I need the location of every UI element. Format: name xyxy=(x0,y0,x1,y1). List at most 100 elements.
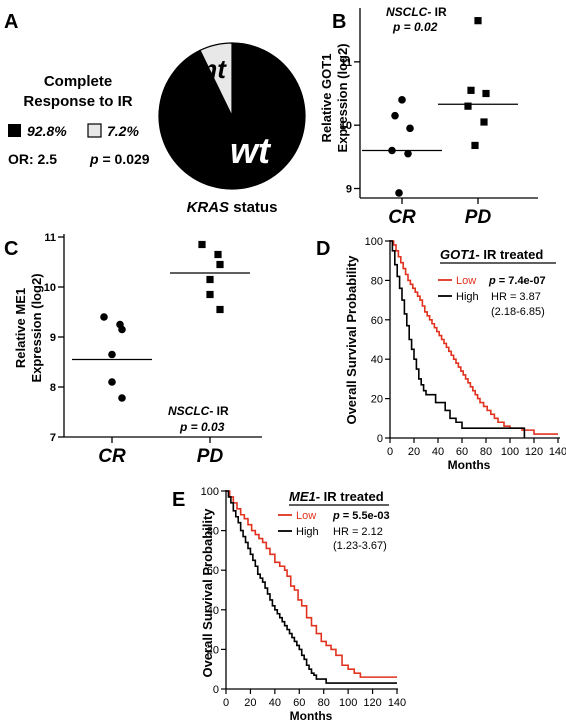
km-curve-low xyxy=(390,240,558,435)
data-point xyxy=(480,118,488,126)
panel-b-annot-rest: - IR xyxy=(427,5,447,19)
legend-black-pct: 92.8% xyxy=(27,123,67,139)
y-tick-label: 40 xyxy=(371,354,383,366)
data-point xyxy=(198,240,206,249)
x-tick-label: 20 xyxy=(244,697,256,709)
panel-a: A Complete Response to IR 92.8% 7.2% OR:… xyxy=(4,11,306,216)
y-tick-label: 9 xyxy=(50,332,56,344)
x-tick-label: 0 xyxy=(223,697,229,709)
data-point xyxy=(464,102,472,110)
pie-mt-label: mt xyxy=(194,54,227,84)
panel-d-legend-high: High xyxy=(456,291,479,303)
panel-c-ylabel-line1: Relative ME1 xyxy=(13,288,28,368)
y-tick-label: 80 xyxy=(207,526,219,538)
panel-b-plot: 9 10 11 CR PD xyxy=(340,17,518,228)
data-point xyxy=(118,394,126,402)
panel-e-legend-low: Low xyxy=(296,510,316,522)
p-label: p xyxy=(89,151,99,167)
x-tick-label: 20 xyxy=(408,446,420,458)
data-point xyxy=(398,96,406,104)
data-point xyxy=(216,305,224,314)
y-tick-label: 20 xyxy=(371,394,383,406)
y-tick-label: 0 xyxy=(377,433,383,445)
x-tick-label: 60 xyxy=(456,446,468,458)
panel-c-annot-italic: NSCLC xyxy=(168,404,210,418)
data-point xyxy=(108,350,116,359)
panel-d-hr: HR = 3.87 xyxy=(491,291,541,303)
panel-a-title-line2: Response to IR xyxy=(23,93,132,110)
panel-d: D Overall Survival Probability 0 20 40 60 80… xyxy=(316,236,566,472)
y-tick-label: 9 xyxy=(346,184,352,196)
panel-e-xlabel: Months xyxy=(290,709,333,723)
data-point xyxy=(100,313,108,321)
panel-c-ylabel-line2: Expression (log2) xyxy=(29,273,44,382)
y-tick-label: 100 xyxy=(365,236,383,248)
panel-c-annotation: NSCLC- IR xyxy=(168,404,229,418)
data-point xyxy=(206,290,214,299)
pie-wt-label: wt xyxy=(230,130,272,171)
x-tick-label: 80 xyxy=(318,697,330,709)
panel-e-plot: 0 20 40 60 80 100 0 20 40 60 80 100 120 140 xyxy=(201,486,407,709)
panel-e-title: ME1- IR treated xyxy=(289,489,384,504)
legend-swatch-black xyxy=(8,124,21,137)
x-tick-label: 60 xyxy=(293,697,305,709)
panel-d-p-label: p xyxy=(488,275,496,287)
y-tick-label: 11 xyxy=(44,232,56,244)
data-point xyxy=(467,86,475,94)
y-tick-label: 8 xyxy=(50,382,56,394)
x-tick-label: 40 xyxy=(269,697,281,709)
panel-e-label: E xyxy=(172,489,185,511)
x-tick-label: 120 xyxy=(363,697,381,709)
legend-swatch-gray xyxy=(87,123,102,138)
panel-b-annot-italic: NSCLC xyxy=(386,5,428,19)
data-point xyxy=(406,124,414,133)
x-tick-label: 80 xyxy=(480,446,492,458)
panel-d-p-value: = 7.4e-07 xyxy=(496,275,546,287)
x-tick-label-cr: CR xyxy=(388,207,416,228)
y-tick-label: 11 xyxy=(340,57,352,69)
y-tick-label: 20 xyxy=(207,644,219,656)
panel-b-ylabel-line1: Relative GOT1 xyxy=(319,54,334,143)
panel-e-title-gene: ME1 xyxy=(289,489,316,504)
panel-e-legend-high: High xyxy=(296,526,319,538)
pie-slice-mt xyxy=(199,42,233,117)
panel-a-title-line1: Complete xyxy=(44,73,112,90)
data-point xyxy=(474,17,482,25)
x-tick-label-cr: CR xyxy=(98,446,126,467)
y-tick-label: 100 xyxy=(201,486,219,498)
data-point xyxy=(214,250,222,259)
panel-e-hr: HR = 2.12 xyxy=(333,526,383,538)
p-value-text: p = 0.029 xyxy=(89,151,150,167)
data-point xyxy=(206,275,214,284)
km-curve-low xyxy=(226,490,397,678)
x-tick-label: 120 xyxy=(525,446,543,458)
x-tick-label-pd: PD xyxy=(465,207,492,228)
panel-e-ci: (1.23-3.67) xyxy=(333,540,387,552)
data-point xyxy=(395,189,403,197)
panel-d-p-text: p = 7.4e-07 xyxy=(488,275,546,287)
kras-label: KRAS xyxy=(187,199,230,216)
kras-status-label: KRAS status xyxy=(187,199,278,216)
data-point xyxy=(391,111,399,120)
panel-d-ylabel: Overall Survival Probability xyxy=(344,255,359,425)
x-tick-label-pd: PD xyxy=(197,446,224,467)
x-tick-label: 140 xyxy=(549,446,566,458)
panel-e-p-value: = 5.5e-03 xyxy=(340,510,390,522)
panel-c: C Relative ME1 Expression (log2) 7 8 9 10 11… xyxy=(4,232,262,467)
panel-d-xlabel: Months xyxy=(448,458,491,472)
kras-pie xyxy=(158,42,306,190)
x-tick-label: 100 xyxy=(339,697,357,709)
data-point xyxy=(216,260,224,269)
panel-d-legend-low: Low xyxy=(456,275,476,287)
data-point xyxy=(471,141,479,150)
panel-d-title-rest: - IR treated xyxy=(475,247,543,262)
x-tick-label: 140 xyxy=(388,697,406,709)
panel-d-plot: 0 20 40 60 80 100 0 20 40 60 80 100 120 140 xyxy=(365,236,566,458)
panel-c-label: C xyxy=(4,238,18,260)
panel-e-ylabel: Overall Survival Probability xyxy=(200,508,215,678)
panel-e-p-text: p = 5.5e-03 xyxy=(332,510,390,522)
y-tick-label: 7 xyxy=(50,432,56,444)
data-point xyxy=(482,89,490,98)
y-tick-label: 0 xyxy=(213,684,219,696)
